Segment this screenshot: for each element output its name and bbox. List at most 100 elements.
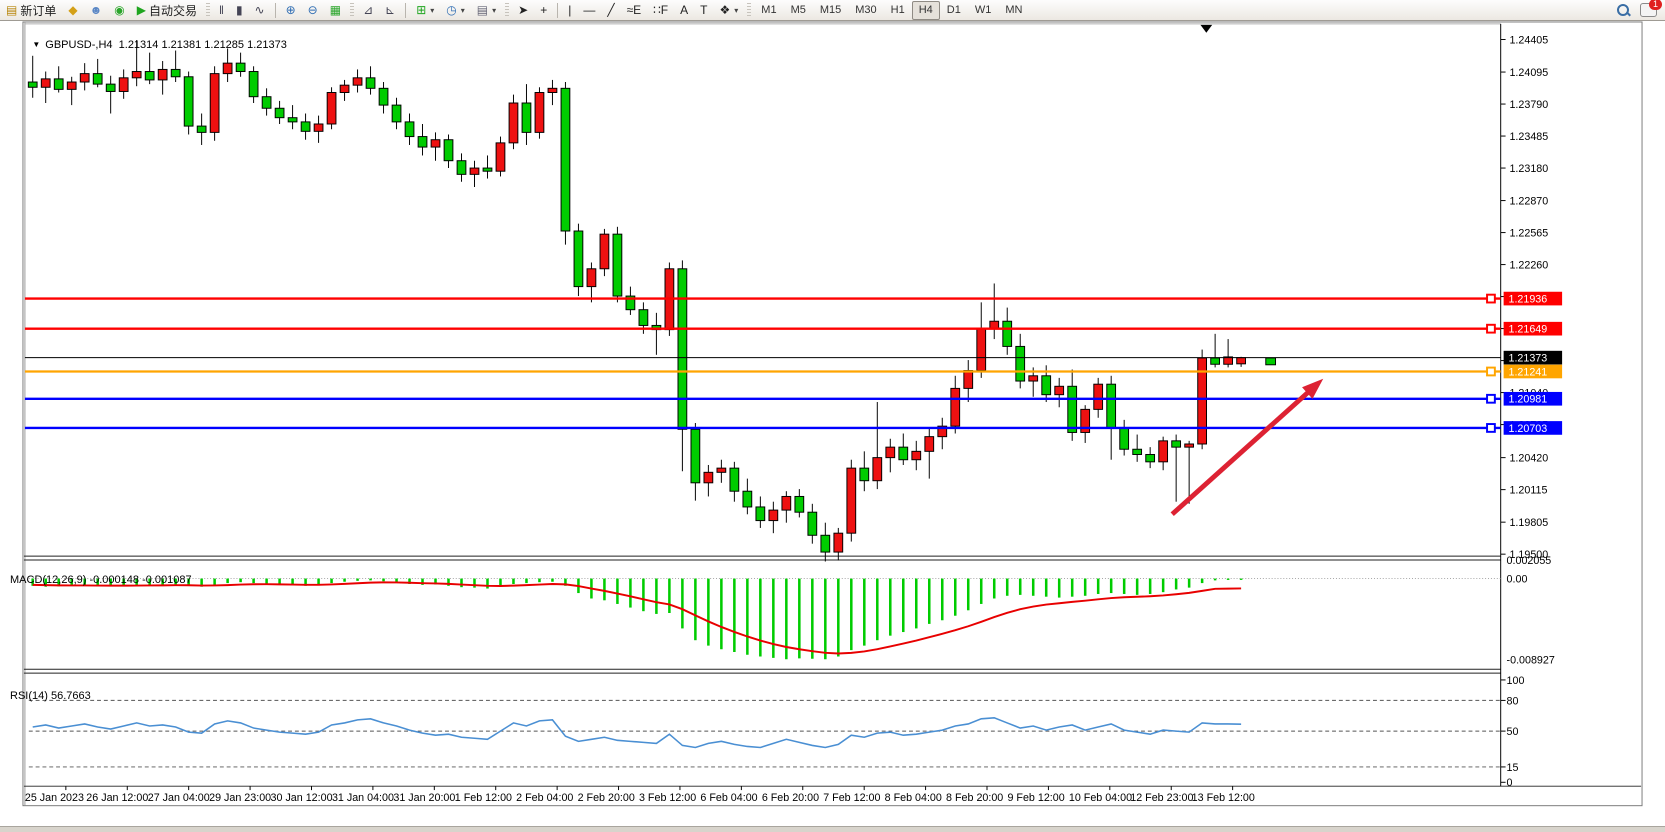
timeframe-m15-button[interactable]: M15 xyxy=(819,3,842,16)
horizontal-line-icon: — xyxy=(583,3,596,17)
timeframe-m1-button[interactable]: M1 xyxy=(761,3,777,16)
equidistant-channel-icon: ≈E xyxy=(626,3,642,17)
candle-body xyxy=(300,121,311,132)
template-icon: ▤ xyxy=(476,3,489,17)
candle-body xyxy=(40,78,51,88)
chart-title: ▼ GBPUSD-,H4 1.21314 1.21381 1.21285 1.21… xyxy=(14,27,287,63)
bar-chart-icon: ‖ xyxy=(218,3,224,17)
candle-body xyxy=(1236,357,1246,365)
timeframe-h4-button[interactable]: H4 xyxy=(911,0,940,20)
candle-body xyxy=(911,450,922,461)
candle-body xyxy=(885,446,896,459)
candle-body xyxy=(1210,357,1220,365)
zoom-in-button[interactable]: ⊕ xyxy=(280,0,302,21)
crosshair-button[interactable]: + xyxy=(534,0,553,21)
candle-body xyxy=(1171,440,1182,448)
toolbar-right-cluster: 1 xyxy=(1617,0,1665,17)
timeframe-w1-button[interactable]: W1 xyxy=(974,3,992,16)
hline-marker[interactable] xyxy=(1486,423,1496,433)
line-chart-button[interactable]: ∿ xyxy=(249,0,271,21)
time-label: 13 Feb 12:00 xyxy=(1192,792,1255,804)
text-label-button[interactable]: T xyxy=(694,0,713,21)
timeframe-h1-button[interactable]: H1 xyxy=(890,3,905,16)
candle-body xyxy=(625,295,636,311)
price-label-text: 1.21936 xyxy=(1508,293,1547,305)
search-icon[interactable] xyxy=(1617,3,1631,17)
price-tick-label: 1.20115 xyxy=(1509,485,1547,497)
candle-body xyxy=(781,495,792,511)
bar-chart-button[interactable]: ‖ xyxy=(213,0,230,21)
candlestick-chart-button[interactable]: ▮ xyxy=(230,0,249,21)
candle-body xyxy=(79,73,90,83)
text-button[interactable]: A xyxy=(674,0,694,21)
timeframe-mn-button[interactable]: MN xyxy=(1005,3,1023,16)
candle-body xyxy=(1093,383,1104,410)
template-button[interactable]: ▤ ▾ xyxy=(471,0,502,21)
chart-dropdown-icon[interactable]: ▼ xyxy=(32,40,41,49)
chart-shift-marker-icon[interactable] xyxy=(1200,24,1213,33)
chart-canvas[interactable]: 1.24405 1.24095 1.23790 1.23485 1.23180 1.228… xyxy=(0,21,1665,832)
price-tick-label: 1.20420 xyxy=(1509,453,1548,465)
price-tick-label: 1.19805 xyxy=(1509,517,1548,529)
autotrading-button[interactable]: ▶ 自动交易 xyxy=(131,0,203,21)
candle-body xyxy=(586,268,597,288)
candle-body xyxy=(677,268,688,430)
candle-body xyxy=(1002,320,1013,347)
price-tick-label: 1.22870 xyxy=(1509,195,1548,207)
candle-body xyxy=(53,78,64,90)
chart-window-frame xyxy=(22,21,1643,807)
gold-badge-icon-button[interactable]: ◆ xyxy=(62,0,83,21)
tile-windows-button[interactable]: ▦ xyxy=(324,0,347,21)
candle-body xyxy=(1041,375,1052,396)
trendline-icon: ╱ xyxy=(607,3,615,17)
macd-signal-line xyxy=(32,581,1242,655)
chevron-down-icon: ▾ xyxy=(734,5,739,15)
fibonacci-button[interactable]: ∷F xyxy=(647,0,674,21)
chevron-down-icon: ▾ xyxy=(460,5,465,15)
new-order-button[interactable]: ▤ 新订单 xyxy=(0,0,62,21)
indicator-list-icon: ⊾ xyxy=(385,3,396,17)
candle-body xyxy=(599,233,610,270)
timeframe-m5-button[interactable]: M5 xyxy=(790,3,806,16)
cursor-button[interactable]: ➤ xyxy=(512,0,534,21)
candle-body xyxy=(66,81,77,90)
price-tick-label: 1.22260 xyxy=(1509,259,1548,271)
trendline-button[interactable]: ╱ xyxy=(601,0,620,21)
candle-body xyxy=(1067,385,1078,433)
candle-body xyxy=(989,320,1000,330)
price-label-box xyxy=(1503,391,1563,406)
time-label: 26 Jan 12:00 xyxy=(86,792,148,804)
add-indicator-button[interactable]: ⊞ ▾ xyxy=(410,0,440,21)
candle-body xyxy=(391,104,402,123)
chart-window: 1.24405 1.24095 1.23790 1.23485 1.23180 1.228… xyxy=(0,21,1665,832)
zoom-out-button[interactable]: ⊖ xyxy=(302,0,324,21)
profile-icon-button[interactable]: ☻ xyxy=(84,0,109,21)
arrows-button[interactable]: ❖ ▾ xyxy=(714,0,745,21)
indicator-window-button[interactable]: ⊿ xyxy=(357,0,379,21)
price-label-box xyxy=(1503,350,1563,365)
rsi-axis-label: 50 xyxy=(1507,726,1519,738)
indicator-list-button[interactable]: ⊾ xyxy=(379,0,401,21)
hline-marker[interactable] xyxy=(1486,366,1496,377)
candle-body xyxy=(261,96,272,109)
timeframe-d1-button[interactable]: D1 xyxy=(946,3,961,16)
candle-body xyxy=(1132,448,1143,455)
trend-arrow-head[interactable] xyxy=(1302,378,1324,399)
vertical-line-button[interactable]: | xyxy=(562,0,577,21)
trend-arrow-line[interactable] xyxy=(1170,384,1317,517)
horizontal-line-button[interactable]: — xyxy=(577,0,601,21)
equidistant-channel-button[interactable]: ≈E xyxy=(621,0,648,21)
hline-marker[interactable] xyxy=(1486,323,1496,334)
add-indicator-icon: ⊞ xyxy=(416,3,427,17)
candle-body xyxy=(170,68,181,78)
zoom-in-icon: ⊕ xyxy=(285,3,296,17)
period-clock-button[interactable]: ◷ ▾ xyxy=(440,0,471,21)
time-label: 3 Feb 12:00 xyxy=(639,792,696,804)
timeframe-m30-button[interactable]: M30 xyxy=(855,3,877,16)
candle-body xyxy=(612,233,623,297)
hline-marker[interactable] xyxy=(1486,393,1496,404)
chat-icon[interactable]: 1 xyxy=(1640,0,1662,17)
hline-marker[interactable] xyxy=(1486,293,1496,304)
signals-icon-button[interactable]: ◉ xyxy=(108,0,130,21)
tile-windows-icon: ▦ xyxy=(329,3,342,17)
